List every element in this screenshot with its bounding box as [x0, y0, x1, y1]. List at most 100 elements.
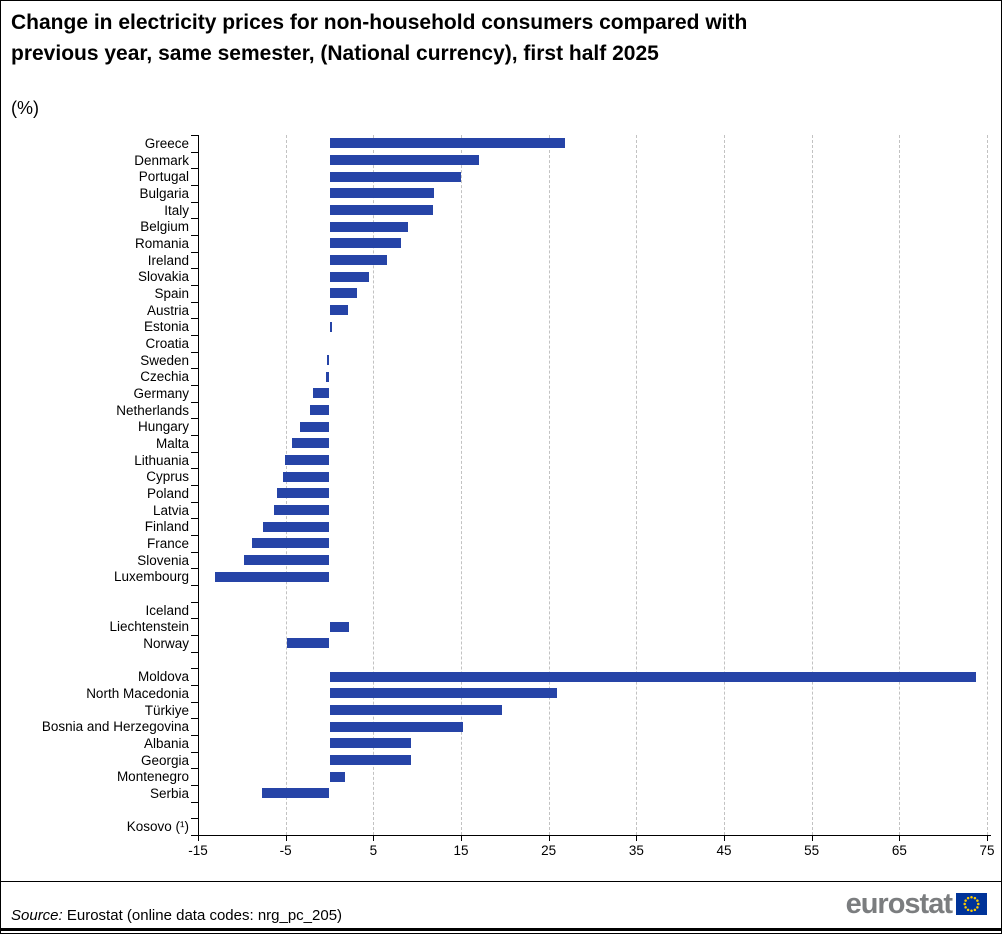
category-label: Poland [146, 485, 189, 501]
x-axis-tick [548, 835, 550, 841]
chart-bar [310, 405, 330, 415]
chart-bar [284, 455, 330, 465]
y-axis-tick [191, 285, 198, 286]
category-label: Türkiye [144, 702, 189, 718]
category-label: Spain [154, 285, 189, 301]
y-axis-tick [191, 168, 198, 170]
y-axis-tick [191, 685, 198, 686]
vertical-gridline [373, 135, 375, 835]
y-axis-tick [191, 668, 198, 670]
chart-unit-subtitle: (%) [11, 98, 39, 118]
chart-bar [329, 238, 401, 249]
chart-bar [329, 188, 434, 199]
x-axis-tick [461, 835, 462, 841]
category-label: Moldova [137, 669, 189, 685]
category-label: Netherlands [116, 402, 189, 418]
y-axis-tick [191, 218, 198, 220]
chart-bar [329, 288, 357, 299]
category-label: Ireland [147, 252, 189, 268]
y-axis-tick [191, 501, 198, 503]
category-label: Georgia [140, 752, 189, 768]
y-axis-tick [191, 185, 198, 186]
chart-bar [329, 255, 388, 265]
category-label: Luxembourg [113, 569, 189, 585]
category-label: Hungary [137, 419, 189, 435]
vertical-gridline [548, 135, 550, 835]
y-axis-tick [191, 451, 198, 453]
x-axis-tick [373, 835, 375, 841]
source-note: Source: Eurostat (online data codes: nrg… [11, 907, 342, 924]
chart-bar [244, 555, 330, 565]
category-label: Latvia [152, 502, 189, 518]
category-label: Belgium [140, 219, 189, 235]
category-label: Iceland [145, 602, 189, 618]
category-label: Cyprus [146, 469, 189, 485]
chart-bar [329, 621, 349, 632]
y-axis-tick [191, 268, 198, 270]
chart-bar [329, 171, 461, 182]
chart-bar [283, 471, 330, 482]
y-axis-tick [191, 468, 198, 470]
y-axis-tick [191, 518, 198, 520]
x-axis-tick [198, 835, 199, 841]
chart-bar [262, 521, 330, 532]
footer-divider [1, 881, 1001, 882]
chart-bar [329, 738, 412, 749]
chart-bar [274, 505, 330, 515]
chart-bar [329, 271, 369, 282]
x-axis-line [198, 835, 991, 836]
category-label: Albania [143, 735, 189, 751]
eurostat-logo: eurostat [846, 889, 987, 919]
chart-bar [252, 538, 330, 549]
y-axis-tick [191, 535, 198, 536]
y-axis-tick [191, 235, 198, 236]
x-axis-tick [724, 835, 725, 841]
chart-bar [326, 355, 330, 365]
y-axis-tick [191, 601, 198, 603]
chart-bar [329, 138, 566, 149]
chart-bar [214, 571, 330, 582]
chart-bar [329, 705, 503, 715]
eu-flag-icon [956, 893, 987, 915]
chart-bar [329, 771, 346, 782]
x-axis-tick-label: 75 [979, 843, 995, 858]
x-axis-tick-label: 5 [369, 843, 378, 858]
x-axis-tick [636, 835, 638, 841]
y-axis-tick [191, 301, 198, 303]
x-axis-tick-label: -15 [188, 843, 208, 858]
chart-bar [329, 205, 433, 215]
y-axis-tick [191, 435, 198, 436]
category-label: Kosovo (¹) [126, 819, 189, 835]
bottom-border-bar [1, 928, 1001, 931]
category-label: Bulgaria [139, 185, 189, 201]
category-label: Montenegro [116, 769, 189, 785]
category-label: Denmark [134, 152, 189, 168]
y-axis-tick [191, 485, 198, 486]
y-axis-tick [191, 585, 198, 586]
y-axis-tick [191, 835, 198, 836]
y-axis-tick [191, 201, 198, 203]
x-axis-tick [285, 835, 287, 841]
x-axis-tick-label: 25 [541, 843, 557, 858]
x-axis-tick [811, 835, 813, 841]
y-axis-tick [191, 651, 198, 653]
y-axis-tick [191, 351, 198, 353]
y-axis-tick [191, 785, 198, 786]
vertical-gridline [811, 135, 813, 835]
chart-bar [261, 788, 330, 799]
category-label: Slovakia [137, 269, 189, 285]
y-axis-tick [191, 368, 198, 370]
category-label: Serbia [149, 785, 189, 801]
chart-bar [312, 388, 330, 399]
x-axis-tick-label: 55 [804, 843, 820, 858]
y-axis-tick [191, 768, 198, 770]
source-text: Eurostat (online data codes: nrg_pc_205) [62, 907, 343, 924]
chart-bar [329, 688, 558, 699]
y-axis-tick [191, 818, 198, 820]
chart-bar [299, 421, 330, 432]
eurostat-logo-text: eurostat [845, 888, 953, 920]
category-label: France [146, 535, 189, 551]
chart-bar [329, 321, 333, 332]
vertical-gridline [724, 135, 725, 835]
x-axis-tick-label: 45 [716, 843, 732, 858]
